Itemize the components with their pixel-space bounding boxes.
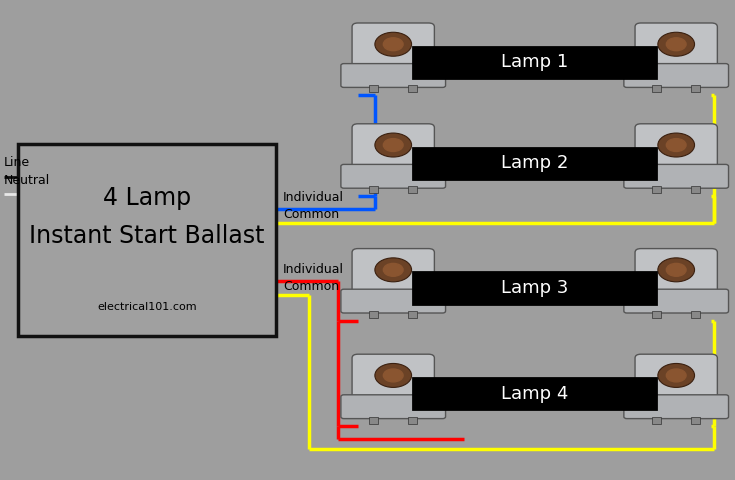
FancyBboxPatch shape xyxy=(352,354,434,400)
Bar xyxy=(370,85,379,93)
Bar xyxy=(653,417,662,424)
Bar xyxy=(370,417,379,424)
FancyBboxPatch shape xyxy=(635,124,717,170)
Bar xyxy=(18,144,276,336)
Text: Lamp 3: Lamp 3 xyxy=(501,279,568,297)
FancyBboxPatch shape xyxy=(341,289,445,313)
Circle shape xyxy=(384,264,403,276)
Circle shape xyxy=(658,133,695,157)
Bar xyxy=(408,85,417,93)
Bar xyxy=(370,311,379,318)
Text: Instant Start Ballast: Instant Start Ballast xyxy=(29,224,265,248)
FancyBboxPatch shape xyxy=(624,395,728,419)
Bar xyxy=(691,417,700,424)
Text: Individual: Individual xyxy=(283,263,344,276)
Circle shape xyxy=(384,369,403,382)
FancyBboxPatch shape xyxy=(635,354,717,400)
Circle shape xyxy=(375,32,412,56)
Bar xyxy=(691,311,700,318)
Bar xyxy=(653,186,662,193)
Text: Common: Common xyxy=(283,208,339,221)
Bar xyxy=(408,311,417,318)
Circle shape xyxy=(667,369,686,382)
Circle shape xyxy=(375,258,412,282)
Text: Common: Common xyxy=(283,280,339,293)
Text: 4 Lamp: 4 Lamp xyxy=(103,186,191,210)
Circle shape xyxy=(384,139,403,152)
Circle shape xyxy=(658,363,695,387)
Text: Individual: Individual xyxy=(283,191,344,204)
Bar xyxy=(653,85,662,93)
FancyBboxPatch shape xyxy=(635,249,717,295)
Bar xyxy=(691,186,700,193)
FancyBboxPatch shape xyxy=(352,124,434,170)
Bar xyxy=(413,378,656,409)
Circle shape xyxy=(667,139,686,152)
Text: Lamp 1: Lamp 1 xyxy=(501,53,568,72)
Circle shape xyxy=(667,264,686,276)
Circle shape xyxy=(384,38,403,51)
Circle shape xyxy=(658,32,695,56)
FancyBboxPatch shape xyxy=(624,164,728,188)
Bar xyxy=(691,85,700,93)
FancyBboxPatch shape xyxy=(352,249,434,295)
Bar xyxy=(408,186,417,193)
Text: Line: Line xyxy=(4,156,30,169)
Text: Lamp 4: Lamp 4 xyxy=(501,384,568,403)
Circle shape xyxy=(375,363,412,387)
Circle shape xyxy=(658,258,695,282)
FancyBboxPatch shape xyxy=(635,23,717,69)
Circle shape xyxy=(667,38,686,51)
FancyBboxPatch shape xyxy=(624,289,728,313)
Bar xyxy=(413,47,656,78)
FancyBboxPatch shape xyxy=(624,63,728,87)
FancyBboxPatch shape xyxy=(341,63,445,87)
FancyBboxPatch shape xyxy=(352,23,434,69)
Circle shape xyxy=(375,133,412,157)
Bar xyxy=(653,311,662,318)
Text: Lamp 2: Lamp 2 xyxy=(501,154,568,172)
Bar xyxy=(370,186,379,193)
Bar xyxy=(413,147,656,179)
Text: electrical101.com: electrical101.com xyxy=(97,302,197,312)
FancyBboxPatch shape xyxy=(341,164,445,188)
Bar xyxy=(413,272,656,303)
Text: Neutral: Neutral xyxy=(4,174,50,187)
FancyBboxPatch shape xyxy=(341,395,445,419)
Bar xyxy=(408,417,417,424)
